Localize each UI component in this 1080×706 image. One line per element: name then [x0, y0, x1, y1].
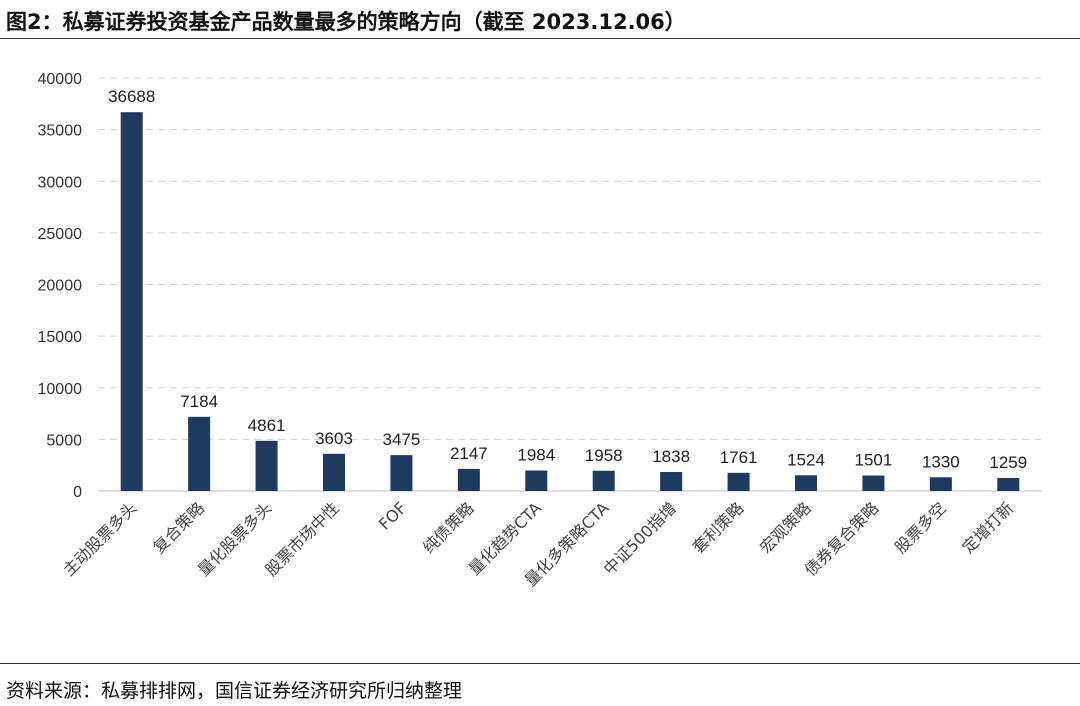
- bar: [525, 470, 548, 491]
- data-label: 3475: [383, 430, 421, 449]
- data-label: 1259: [989, 453, 1027, 472]
- y-tick-label: 5000: [46, 432, 82, 449]
- gridlines: [98, 77, 1042, 492]
- data-labels: 36688 7184 4861 3603 3475 2147 1984 1958 1838 176…: [108, 87, 1027, 472]
- y-tick-label: 0: [73, 484, 82, 501]
- y-tick-label: 30000: [38, 174, 83, 191]
- bars: [120, 112, 1020, 491]
- source-note: 资料来源：私募排排网，国信证券经济研究所归纳整理: [6, 680, 463, 702]
- y-tick-label: 25000: [38, 226, 83, 243]
- data-label: 1984: [517, 446, 555, 465]
- data-label: 1524: [787, 450, 825, 469]
- y-axis: 0 5000 10000 15000 20000 25000 30000 35000 40000: [38, 71, 83, 501]
- x-category-label: 股票多空: [891, 498, 950, 557]
- bar: [188, 416, 211, 491]
- y-tick-label: 15000: [38, 329, 83, 346]
- bar: [795, 475, 817, 491]
- y-tick-label: 10000: [38, 381, 83, 398]
- bar-chart: 0 5000 10000 15000 20000 25000 30000 35000 40000…: [38, 71, 1042, 590]
- bar: [929, 477, 952, 491]
- data-label: 2147: [450, 444, 488, 463]
- x-category-label: FOF: [375, 498, 410, 533]
- x-category-label: 复合策略: [149, 498, 208, 557]
- data-label: 1958: [585, 446, 623, 465]
- bar: [997, 478, 1020, 491]
- y-tick-label: 20000: [38, 278, 83, 295]
- data-label: 4861: [248, 416, 286, 435]
- x-category-label: 宏观策略: [756, 498, 815, 557]
- bar: [390, 455, 413, 491]
- data-label: 1838: [652, 447, 690, 466]
- bar: [255, 440, 278, 491]
- data-label: 7184: [180, 392, 218, 411]
- bar: [323, 453, 345, 491]
- top-divider: [0, 38, 1080, 39]
- y-tick-label: 35000: [38, 123, 83, 140]
- x-category-label: 定增打新: [958, 498, 1017, 557]
- data-label: 1761: [720, 448, 758, 467]
- x-category-label: 主动股票多头: [59, 498, 140, 579]
- bar: [727, 472, 750, 491]
- x-category-label: 纯债策略: [419, 498, 478, 557]
- x-category-label: 中证500指增: [600, 498, 680, 578]
- data-label: 36688: [108, 87, 155, 106]
- bar: [120, 112, 143, 491]
- bar: [457, 468, 480, 491]
- bar: [660, 472, 683, 491]
- figure-title: 图2：私募证券投资基金产品数量最多的策略方向（截至 2023.12.06）: [6, 10, 686, 34]
- bar: [862, 475, 885, 491]
- y-tick-label: 40000: [38, 71, 83, 88]
- x-category-label: 套利策略: [689, 498, 748, 557]
- bottom-divider: [0, 663, 1080, 664]
- data-label: 3603: [315, 429, 353, 448]
- data-label: 1501: [855, 451, 893, 470]
- bar: [592, 470, 615, 491]
- data-label: 1330: [922, 452, 960, 471]
